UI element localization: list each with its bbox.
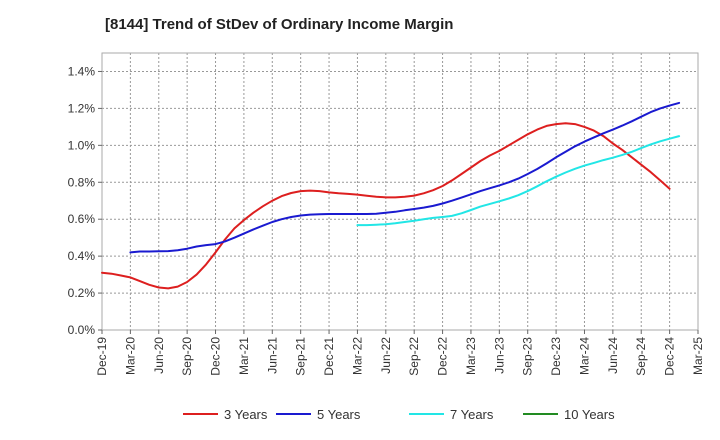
y-tick-label: 0.0% [68,323,96,337]
y-tick-label: 0.6% [68,212,96,226]
legend: 3 Years 5 Years 7 Years 10 Years [183,407,615,422]
x-axis-ticks: Dec-19 Mar-20 Jun-20 Sep-20 Dec-20 Mar-21 Jun-… [95,330,705,376]
x-tick-label: Jun-20 [152,337,166,374]
x-tick-label: Sep-22 [407,337,421,376]
x-tick-label: Dec-23 [549,337,563,376]
legend-label: 3 Years [224,407,268,422]
y-tick-label: 0.2% [68,286,96,300]
series-line-5-years [129,101,681,254]
legend-item-7-years: 7 Years [409,407,494,422]
grid [101,53,699,331]
x-tick-label: Jun-22 [379,337,393,374]
x-tick-label: Sep-20 [180,337,194,376]
legend-label: 10 Years [564,407,615,422]
x-tick-label: Dec-24 [663,337,677,376]
x-tick-label: Mar-24 [577,337,591,375]
y-tick-label: 1.2% [68,101,96,115]
legend-label: 5 Years [317,407,361,422]
x-tick-label: Dec-22 [436,337,450,376]
x-tick-label: Dec-21 [322,337,336,376]
x-tick-label: Jun-24 [606,337,620,374]
x-tick-label: Mar-20 [123,337,137,375]
legend-label: 7 Years [450,407,494,422]
x-tick-label: Sep-21 [294,337,308,376]
x-tick-label: Mar-22 [350,337,364,375]
series-line-7-years [356,135,681,227]
y-tick-label: 0.4% [68,249,96,263]
x-tick-label: Sep-23 [521,337,535,376]
legend-item-3-years: 3 Years [183,407,268,422]
series-line-3-years [101,122,671,290]
x-tick-label: Mar-21 [237,337,251,375]
x-tick-label: Mar-23 [464,337,478,375]
chart-title: [8144] Trend of StDev of Ordinary Income… [105,16,454,33]
x-tick-label: Mar-25 [691,337,705,375]
series-lines [101,101,681,290]
y-tick-label: 1.4% [68,64,96,78]
x-tick-label: Dec-19 [95,337,109,376]
y-tick-label: 1.0% [68,138,96,152]
x-tick-label: Dec-20 [209,337,223,376]
plot-area-frame [101,52,699,331]
legend-item-5-years: 5 Years [276,407,361,422]
legend-item-10-years: 10 Years [523,407,615,422]
x-tick-label: Jun-21 [265,337,279,374]
y-tick-label: 0.8% [68,175,96,189]
x-tick-label: Sep-24 [634,337,648,376]
x-tick-label: Jun-23 [492,337,506,374]
y-axis-ticks: 0.0% 0.2% 0.4% 0.6% 0.8% 1.0% 1.2% 1.4% [68,64,102,337]
